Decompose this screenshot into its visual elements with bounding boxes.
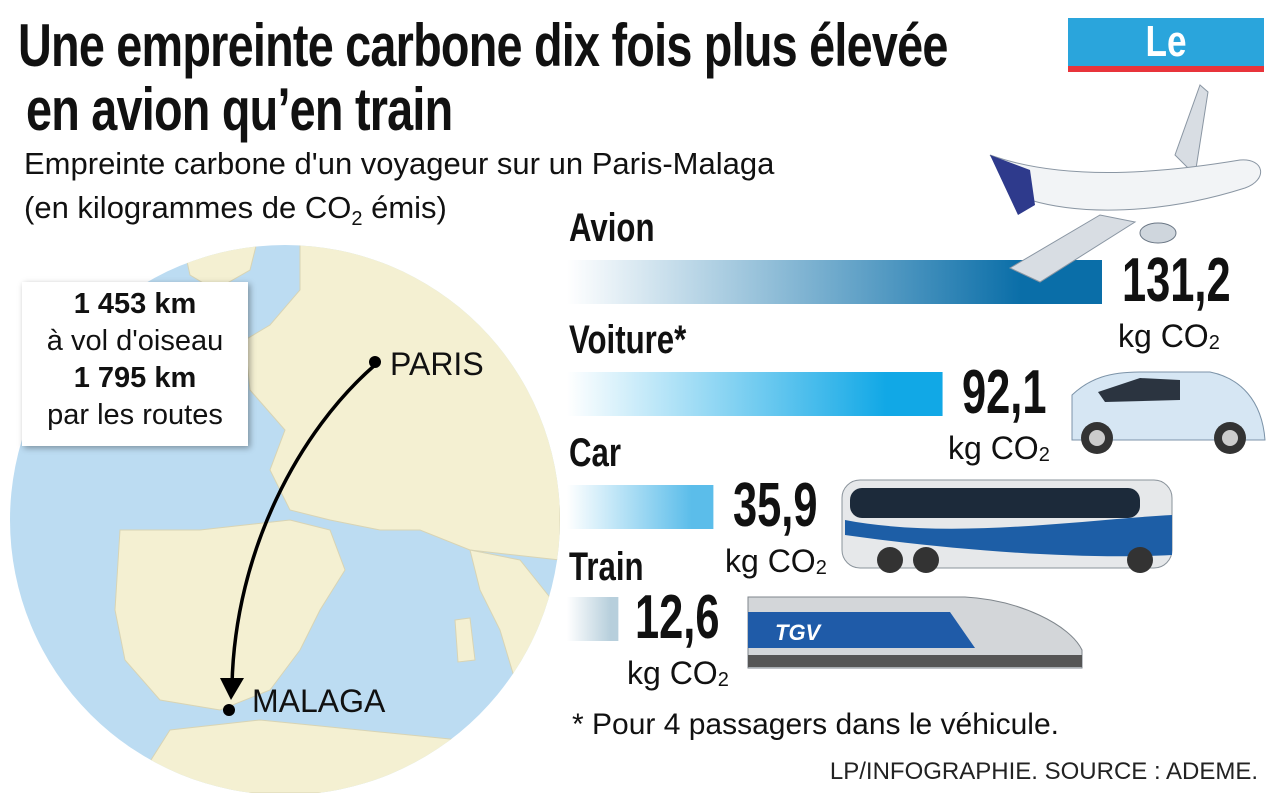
unit-label: kg CO2 — [948, 430, 1050, 466]
land-uk — [179, 245, 261, 291]
le-parisien-logo: Le Parisien — [1068, 18, 1264, 114]
subtitle-line-1: Empreinte carbone d'un voyageur sur un P… — [24, 146, 775, 181]
category-label: Car — [569, 431, 622, 475]
category-label: Train — [569, 545, 644, 589]
distance-box: 1 453 km à vol d'oiseau 1 795 km par les… — [22, 282, 248, 446]
value-label: 35,9 — [733, 471, 818, 540]
title-line-2: en avion qu’en train — [26, 76, 453, 143]
car-icon — [1071, 371, 1266, 454]
unit-label: kg CO2 — [627, 655, 729, 691]
value-label: 92,1 — [962, 358, 1047, 427]
malaga-dot — [223, 704, 235, 716]
unit-label: kg CO2 — [1118, 318, 1220, 354]
title-line-1: Une empreinte carbone dix fois plus élev… — [18, 12, 948, 79]
category-label: Avion — [569, 206, 655, 250]
flight-route-arrow — [230, 363, 377, 686]
paris-dot — [369, 356, 381, 368]
bar-3 — [567, 597, 619, 641]
footnote: * Pour 4 passagers dans le véhicule. — [572, 708, 1059, 741]
airplane-icon — [989, 84, 1262, 283]
subtitle-line-2: (en kilogrammes de CO2 émis) — [24, 190, 447, 231]
value-label: 12,6 — [635, 583, 720, 652]
tgv-train-icon: TGV — [747, 596, 1083, 669]
bar-2 — [567, 485, 714, 529]
tgv-label: TGV — [775, 620, 823, 645]
unit-label: kg CO2 — [725, 543, 827, 579]
land-iberia — [114, 519, 346, 711]
bar-1 — [567, 372, 943, 416]
arrow-head-icon — [220, 678, 244, 700]
source: LP/INFOGRAPHIE. SOURCE : ADEME. — [829, 758, 1258, 785]
value-label: 131,2 — [1122, 246, 1231, 315]
city-paris: PARIS — [390, 346, 484, 382]
bus-icon — [841, 479, 1173, 573]
category-label: Voiture* — [569, 318, 687, 362]
land-sardinia — [454, 617, 476, 663]
city-malaga: MALAGA — [252, 683, 386, 719]
